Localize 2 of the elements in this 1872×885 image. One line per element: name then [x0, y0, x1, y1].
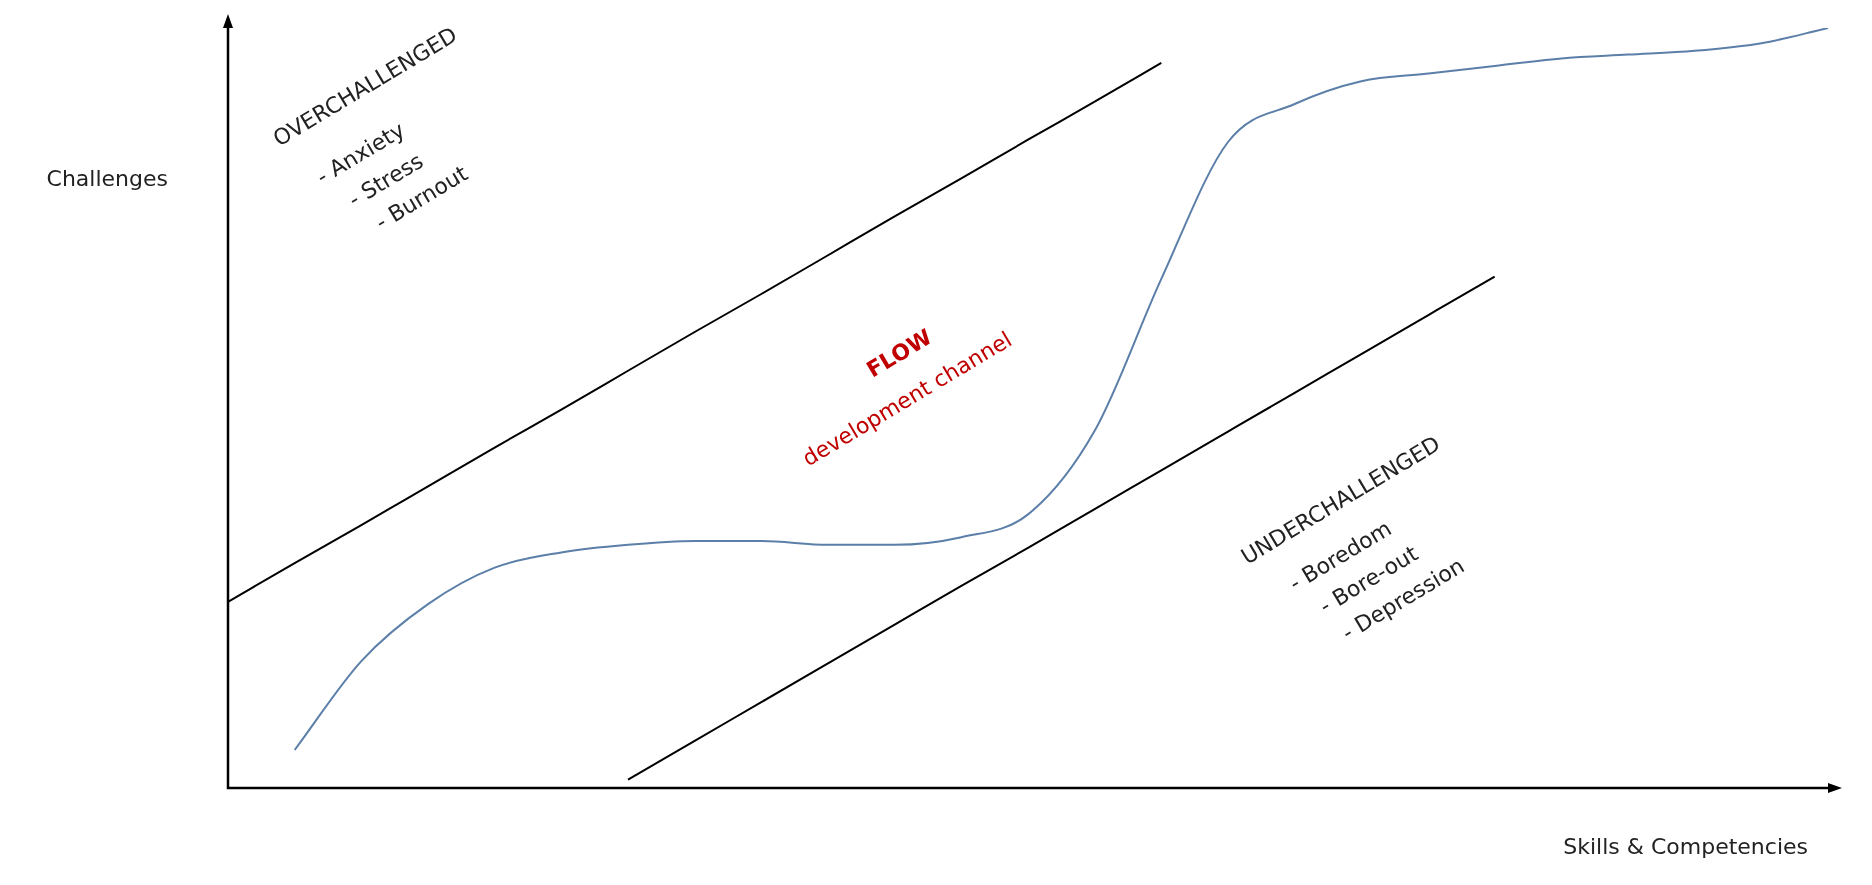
y-axis-title: Challenges — [46, 165, 168, 191]
x-axis-title: Skills & Competencies — [1563, 833, 1808, 859]
